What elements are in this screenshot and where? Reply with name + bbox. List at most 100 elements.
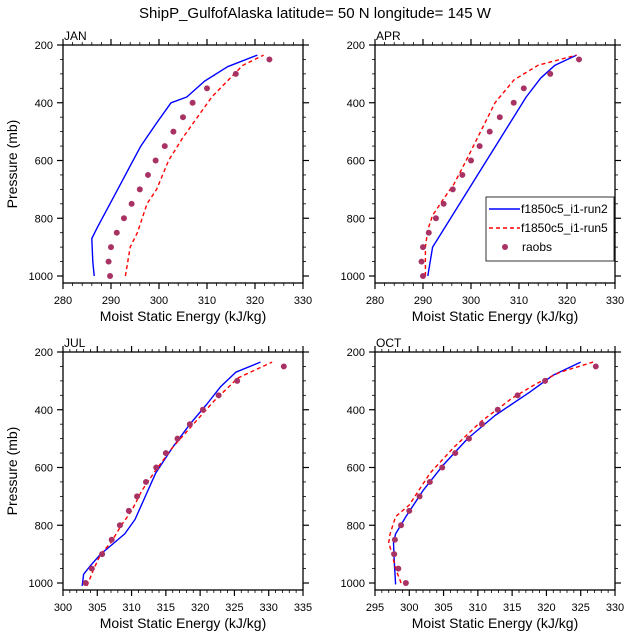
raobs-point bbox=[266, 56, 273, 63]
x-tick-label: 300 bbox=[462, 295, 480, 307]
raobs-point bbox=[440, 200, 447, 207]
y-tick-label: 400 bbox=[35, 405, 53, 417]
raobs-point bbox=[105, 258, 112, 265]
raobs-point bbox=[142, 478, 149, 485]
raobs-point bbox=[204, 85, 210, 92]
raobs-point bbox=[592, 363, 599, 370]
x-tick-label: 320 bbox=[191, 602, 209, 614]
series-line-run5 bbox=[124, 54, 264, 277]
raobs-point bbox=[406, 507, 413, 514]
x-axis-label: Moist Static Energy (kJ/kg) bbox=[412, 615, 579, 631]
y-tick-label: 600 bbox=[347, 463, 365, 475]
y-axis-label: Pressure (mb) bbox=[4, 120, 20, 209]
raobs-point bbox=[280, 363, 287, 370]
raobs-point bbox=[116, 522, 123, 529]
raobs-point bbox=[449, 186, 456, 193]
x-axis-label: Moist Static Energy (kJ/kg) bbox=[100, 615, 267, 631]
raobs-point bbox=[174, 435, 181, 442]
raobs-point bbox=[439, 464, 446, 471]
figure-title: ShipP_GulfofAlaska latitude= 50 N longit… bbox=[139, 5, 492, 22]
x-tick-label: 330 bbox=[606, 602, 624, 614]
panel-jul: JUL 300 305 310 315 320 325 330 335 200 400 600 800 1… bbox=[4, 336, 312, 631]
raobs-point bbox=[520, 85, 527, 92]
x-tick-label: 290 bbox=[102, 295, 120, 307]
raobs-point bbox=[420, 273, 426, 279]
raobs-point bbox=[420, 244, 426, 251]
series-line-run5 bbox=[86, 361, 273, 587]
raobs-point bbox=[418, 258, 425, 265]
y-tick-label: 600 bbox=[35, 463, 53, 475]
y-tick-label: 800 bbox=[35, 213, 53, 225]
panel-oct: OCT 295 300 305 310 315 320 325 330 200 400 600 800 1… bbox=[341, 336, 625, 631]
raobs-point bbox=[542, 377, 549, 384]
raobs-point bbox=[465, 435, 472, 442]
y-axis-label: Pressure (mb) bbox=[4, 427, 20, 516]
raobs-point bbox=[232, 70, 239, 77]
y-tick-label: 600 bbox=[347, 156, 365, 168]
raobs-point bbox=[426, 478, 433, 485]
raobs-point bbox=[161, 143, 168, 150]
x-tick-label: 310 bbox=[198, 295, 216, 307]
raobs-point bbox=[107, 273, 114, 279]
raobs-point bbox=[398, 522, 405, 529]
raobs-point bbox=[391, 536, 398, 543]
series-line-run5 bbox=[388, 361, 594, 584]
series-line-run2 bbox=[81, 361, 261, 586]
y-tick-label: 200 bbox=[347, 40, 365, 52]
raobs-point bbox=[170, 128, 177, 135]
raobs-point bbox=[136, 186, 143, 193]
x-tick-label: 300 bbox=[150, 295, 168, 307]
raobs-point bbox=[576, 56, 582, 63]
plot-frame bbox=[374, 351, 616, 591]
panel-apr: APR 280 290 300 310 320 330 200 400 600 800 1000 Moi… bbox=[341, 29, 625, 324]
raobs-point bbox=[189, 99, 196, 106]
panel-jan: JAN 280 290 300 310 320 330 200 400 600 800 1000 Moi… bbox=[4, 29, 312, 324]
x-tick-label: 315 bbox=[157, 602, 175, 614]
x-tick-label: 320 bbox=[537, 602, 555, 614]
x-tick-label: 335 bbox=[294, 602, 312, 614]
x-tick-label: 310 bbox=[122, 602, 140, 614]
x-tick-label: 280 bbox=[54, 295, 72, 307]
series-line-run2 bbox=[427, 54, 577, 277]
plot-frame bbox=[62, 351, 304, 591]
raobs-point bbox=[88, 565, 95, 572]
x-tick-label: 280 bbox=[366, 295, 384, 307]
panel-title: JAN bbox=[64, 29, 87, 43]
x-tick-label: 315 bbox=[503, 602, 521, 614]
legend-marker-raobs bbox=[502, 244, 508, 250]
x-tick-label: 290 bbox=[414, 295, 432, 307]
raobs-point bbox=[494, 406, 501, 413]
y-tick-label: 800 bbox=[347, 520, 365, 532]
x-tick-label: 320 bbox=[246, 295, 264, 307]
legend-box bbox=[485, 196, 615, 262]
raobs-point bbox=[82, 580, 89, 586]
raobs-point bbox=[510, 99, 517, 106]
y-tick-label: 400 bbox=[347, 405, 365, 417]
legend-label: raobs bbox=[522, 240, 552, 254]
raobs-point bbox=[99, 551, 106, 558]
raobs-point bbox=[402, 580, 409, 586]
raobs-point bbox=[452, 450, 459, 457]
raobs-point bbox=[162, 450, 169, 457]
raobs-point bbox=[478, 421, 485, 428]
x-axis-label: Moist Static Energy (kJ/kg) bbox=[412, 308, 579, 324]
plot-frame bbox=[374, 44, 616, 284]
y-tick-label: 200 bbox=[35, 347, 53, 359]
x-tick-label: 310 bbox=[469, 602, 487, 614]
panel-title: APR bbox=[376, 29, 401, 43]
x-tick-label: 300 bbox=[54, 602, 72, 614]
y-tick-label: 1000 bbox=[341, 578, 365, 590]
raobs-point bbox=[234, 377, 241, 384]
raobs-point bbox=[468, 157, 474, 164]
panel-title: JUL bbox=[64, 336, 86, 350]
y-tick-label: 800 bbox=[347, 213, 365, 225]
raobs-point bbox=[128, 200, 135, 207]
raobs-point bbox=[432, 215, 439, 222]
raobs-point bbox=[496, 114, 503, 121]
y-tick-label: 200 bbox=[347, 347, 365, 359]
x-tick-label: 300 bbox=[400, 602, 418, 614]
x-tick-label: 320 bbox=[558, 295, 576, 307]
y-tick-label: 400 bbox=[347, 98, 365, 110]
